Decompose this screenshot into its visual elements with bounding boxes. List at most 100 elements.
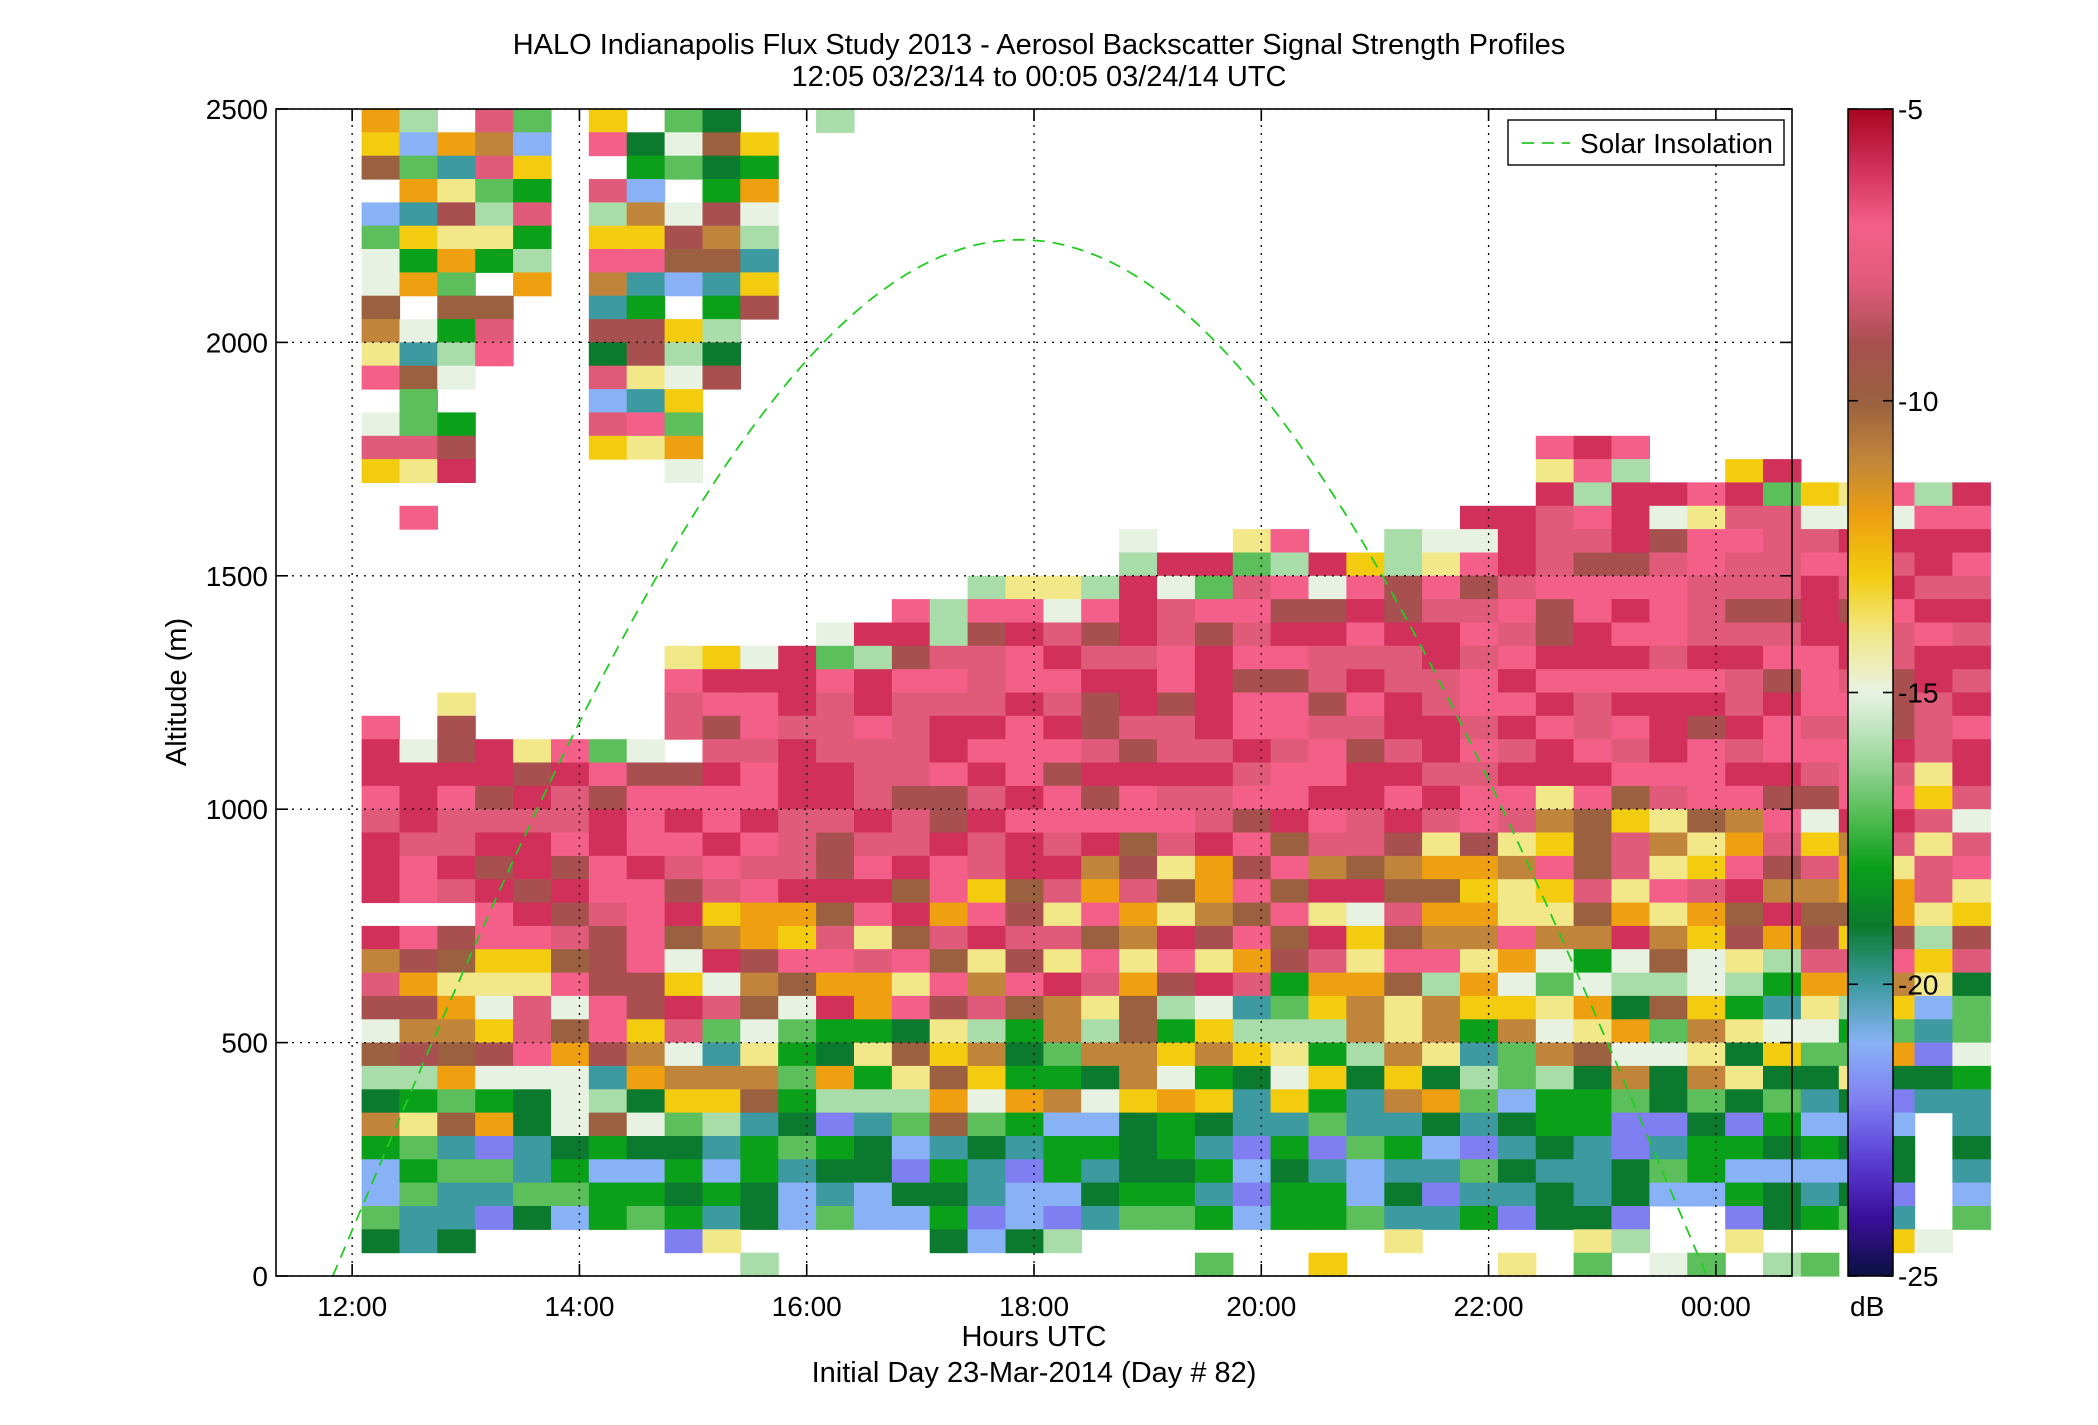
- heatmap-cell: [626, 1112, 666, 1137]
- heatmap-cell: [475, 832, 514, 857]
- heatmap-cell: [437, 1182, 476, 1207]
- heatmap-cell: [399, 1159, 438, 1184]
- heatmap-cell: [1497, 1065, 1537, 1090]
- heatmap-cell: [1725, 879, 1764, 904]
- heatmap-cell: [1119, 1112, 1158, 1137]
- heatmap-cell: [1800, 599, 1840, 623]
- heatmap-cell: [1763, 1019, 1802, 1044]
- heatmap-cell: [1460, 505, 1499, 530]
- heatmap-cell: [1119, 1182, 1158, 1207]
- heatmap-cell: [626, 1182, 666, 1207]
- heatmap-cell: [626, 785, 666, 810]
- heatmap-cell: [437, 435, 476, 460]
- heatmap-cell: [1005, 995, 1044, 1020]
- heatmap-cell: [1005, 1065, 1044, 1090]
- heatmap-cell: [929, 645, 969, 670]
- colorbar-tick-label: -10: [1898, 386, 1938, 417]
- heatmap-cell: [1497, 995, 1537, 1020]
- heatmap-cell: [778, 972, 817, 997]
- heatmap-cell: [1005, 972, 1044, 997]
- heatmap-cell: [1270, 809, 1310, 834]
- heatmap-cell: [1422, 1112, 1461, 1137]
- heatmap-cell: [1687, 855, 1726, 880]
- heatmap-cell: [513, 972, 552, 997]
- heatmap-cell: [664, 972, 704, 997]
- heatmap-cell: [551, 1182, 590, 1207]
- heatmap-cell: [1497, 1159, 1537, 1184]
- heatmap-cell: [740, 1019, 779, 1044]
- heatmap-cell: [1800, 1019, 1840, 1044]
- heatmap-cell: [626, 342, 666, 367]
- heatmap-cell: [1800, 622, 1840, 647]
- heatmap-cell: [1952, 739, 1991, 764]
- heatmap-cell: [1649, 622, 1688, 647]
- heatmap-cell: [702, 1182, 741, 1207]
- heatmap-cell: [1611, 1112, 1650, 1137]
- heatmap-cell: [437, 1229, 476, 1254]
- heatmap-cell: [854, 1089, 893, 1114]
- heatmap-cell: [1422, 552, 1461, 577]
- heatmap-cell: [1535, 622, 1575, 647]
- heatmap-cell: [361, 1042, 401, 1067]
- heatmap-cell: [1119, 1065, 1158, 1090]
- heatmap-cell: [1687, 1252, 1726, 1277]
- heatmap-cell: [1460, 575, 1499, 600]
- heatmap-cell: [475, 1206, 514, 1230]
- heatmap-cell: [891, 1065, 931, 1090]
- heatmap-cell: [1043, 1159, 1082, 1184]
- heatmap-cell: [1119, 1159, 1158, 1184]
- heatmap-cell: [513, 879, 552, 904]
- heatmap-cell: [1800, 505, 1840, 530]
- heatmap-cell: [1497, 809, 1537, 834]
- heatmap-cell: [1270, 1182, 1310, 1207]
- heatmap-cell: [1422, 1206, 1461, 1230]
- heatmap-cell: [1119, 1019, 1158, 1044]
- heatmap-cell: [1194, 879, 1234, 904]
- heatmap-cell: [1952, 1206, 1991, 1230]
- heatmap-cell: [1232, 925, 1272, 950]
- heatmap-cell: [399, 132, 438, 157]
- heatmap-cell: [702, 132, 741, 157]
- y-tick-label: 2500: [206, 94, 268, 125]
- heatmap-cell: [967, 1042, 1007, 1067]
- heatmap-cell: [1422, 669, 1461, 694]
- heatmap-cell: [1763, 1089, 1802, 1114]
- heatmap-cell: [1194, 1182, 1234, 1207]
- heatmap-cell: [1800, 482, 1840, 507]
- heatmap-cell: [1081, 995, 1120, 1020]
- heatmap-cell: [475, 225, 514, 250]
- heatmap-cell: [1687, 529, 1726, 553]
- heatmap-cell: [361, 225, 401, 250]
- heatmap-cell: [1232, 949, 1272, 974]
- heatmap-cell: [626, 855, 666, 880]
- heatmap-cell: [1725, 1019, 1764, 1044]
- heatmap-cell: [1194, 1089, 1234, 1114]
- heatmap-cell: [361, 1182, 401, 1207]
- heatmap-cell: [854, 669, 893, 694]
- heatmap-cell: [1460, 855, 1499, 880]
- x-axis-label: Hours UTC: [961, 1321, 1106, 1353]
- heatmap-cell: [1725, 575, 1764, 600]
- heatmap-cell: [1043, 1042, 1082, 1067]
- heatmap-cell: [1687, 1159, 1726, 1184]
- chart-subtitle: 12:05 03/23/14 to 00:05 03/24/14 UTC: [792, 61, 1287, 93]
- heatmap-cell: [361, 435, 401, 460]
- heatmap-cell: [1952, 785, 1991, 810]
- heatmap-cell: [588, 1112, 628, 1137]
- heatmap-cell: [702, 669, 741, 694]
- heatmap-cell: [1384, 1019, 1423, 1044]
- heatmap-cell: [551, 1159, 590, 1184]
- heatmap-cell: [891, 1112, 931, 1137]
- heatmap-cell: [1460, 1065, 1499, 1090]
- heatmap-cell: [854, 972, 893, 997]
- heatmap-cell: [1800, 575, 1840, 600]
- heatmap-cell: [1649, 1159, 1688, 1184]
- heatmap-cell: [1649, 879, 1688, 904]
- heatmap-cell: [1232, 1042, 1272, 1067]
- heatmap-cell: [1081, 1065, 1120, 1090]
- heatmap-cell: [1763, 459, 1802, 483]
- heatmap-cell: [1384, 1229, 1423, 1254]
- heatmap-cell: [626, 879, 666, 904]
- heatmap-cell: [551, 1042, 590, 1067]
- heatmap-cell: [778, 1136, 817, 1160]
